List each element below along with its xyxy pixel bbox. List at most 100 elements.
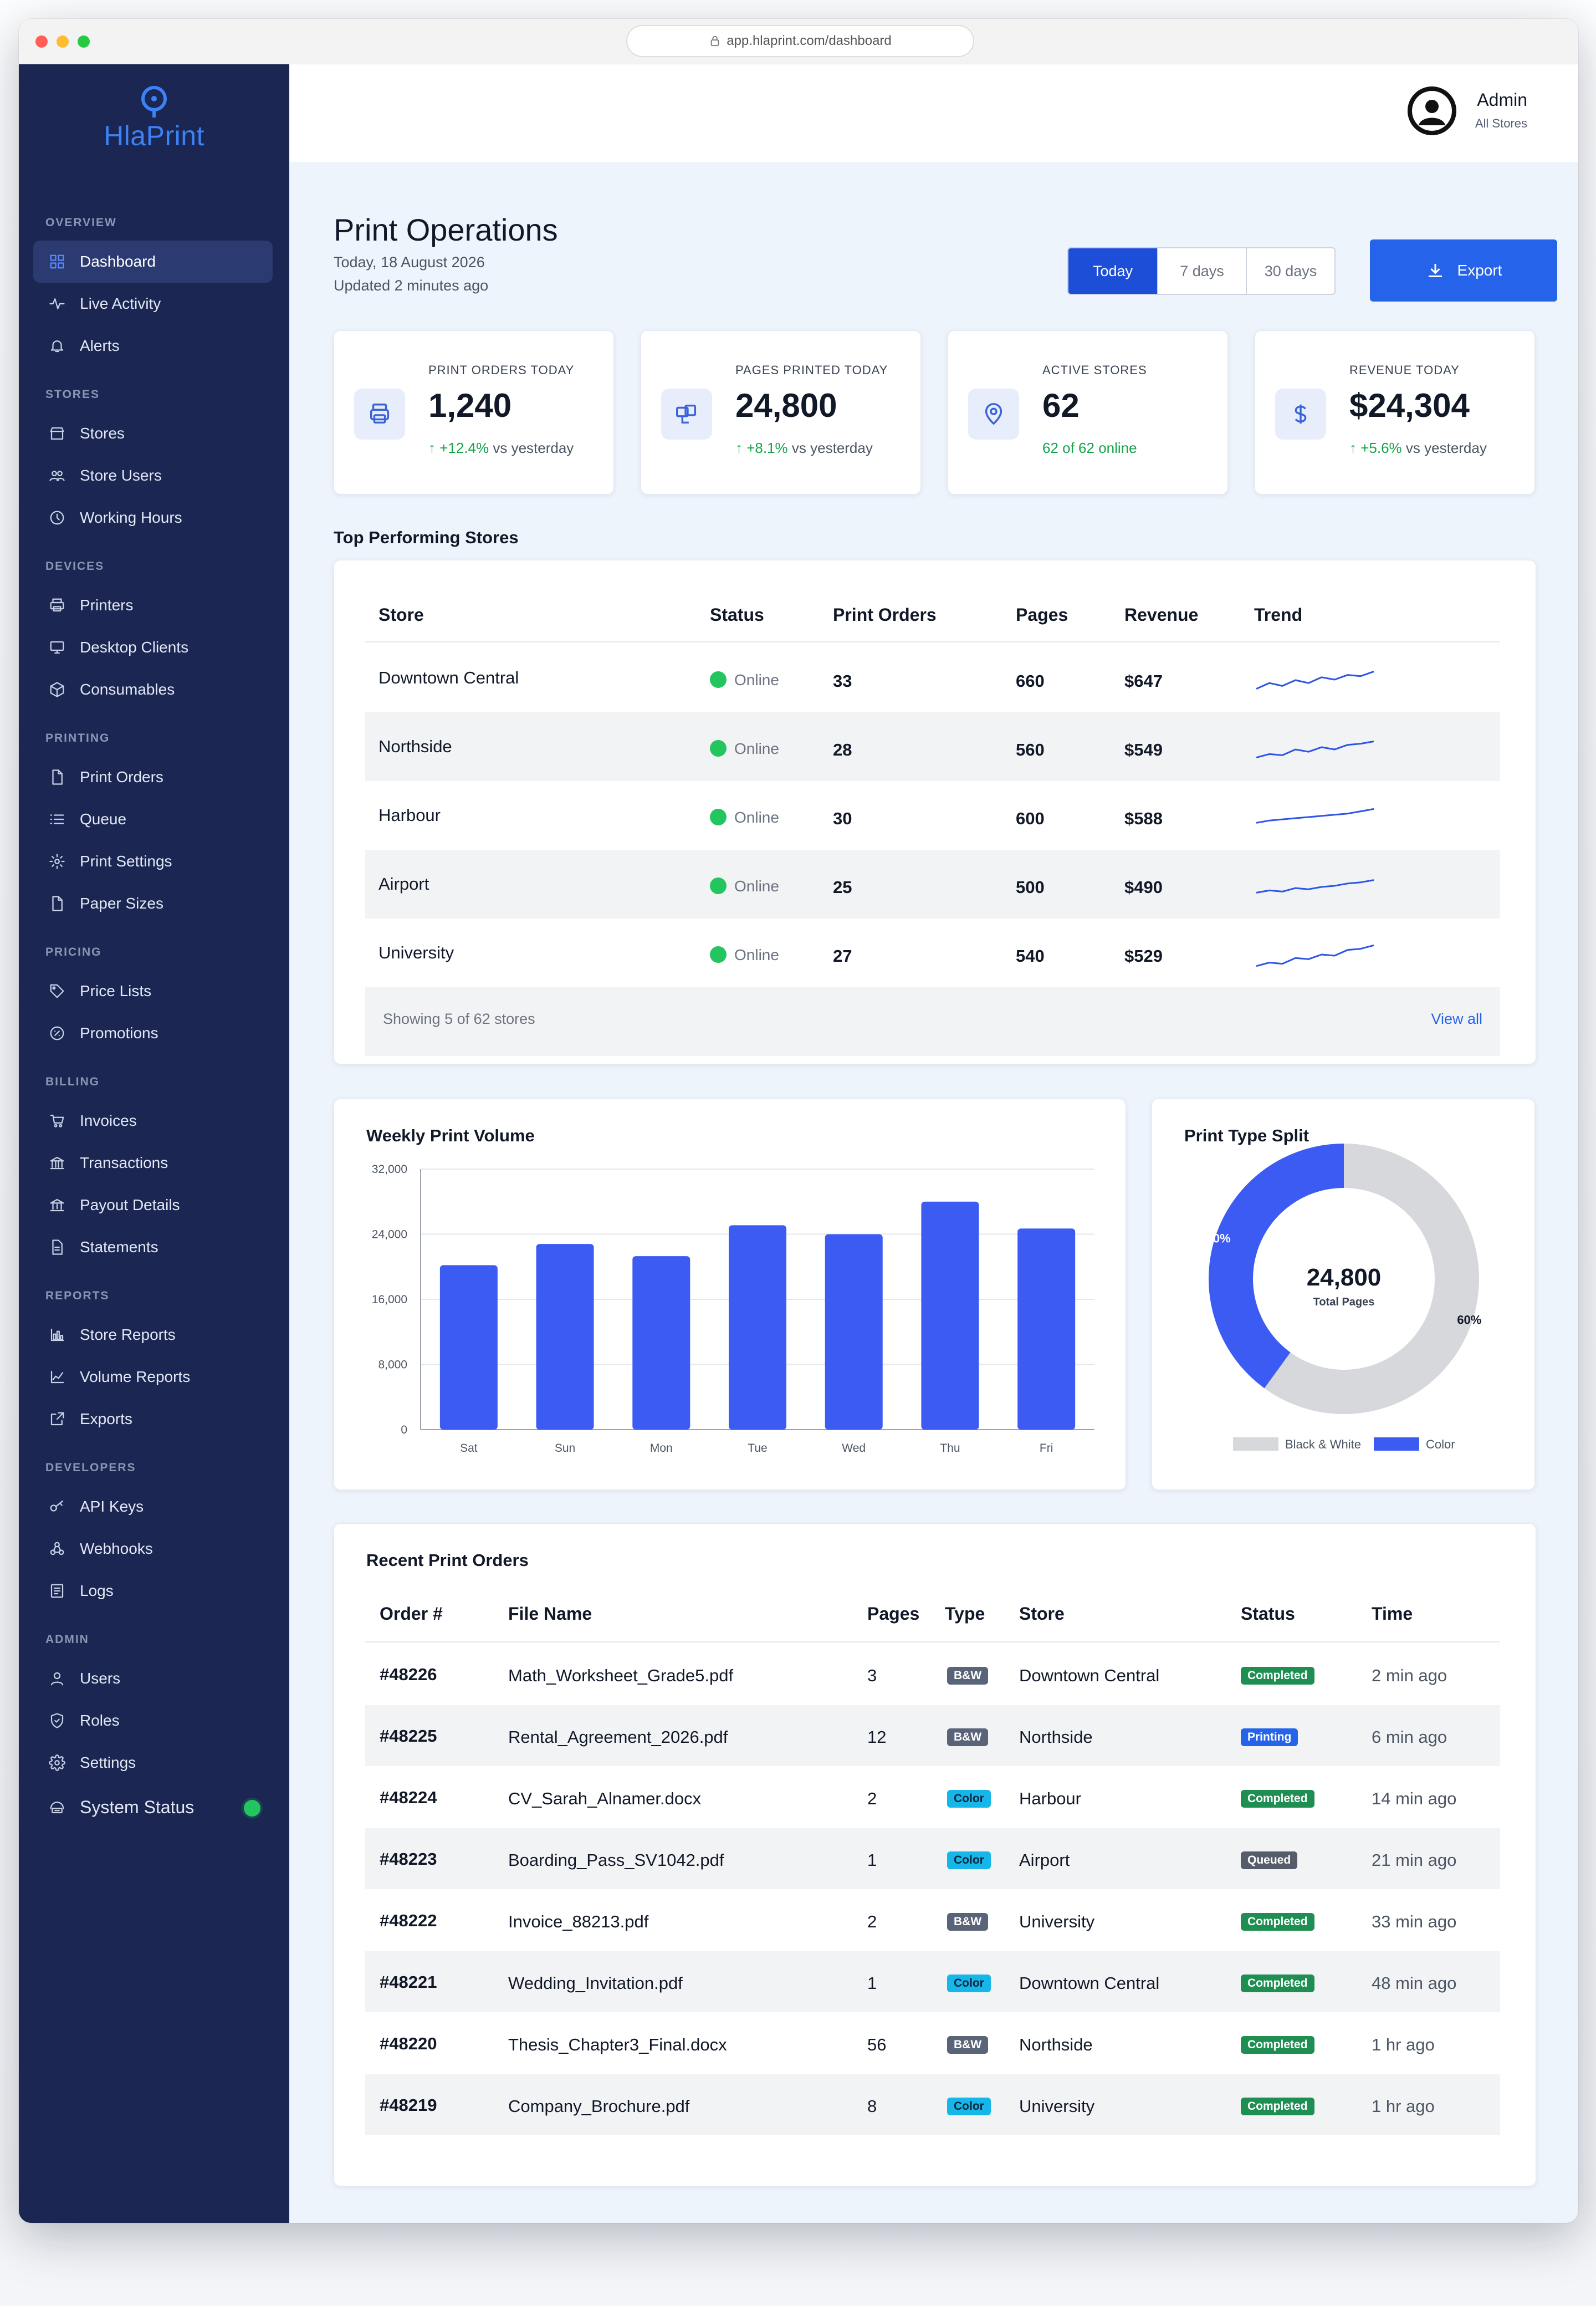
user-name[interactable]: Admin [1477,90,1527,110]
column-header-print-orders[interactable]: Print Orders [833,605,937,625]
close-window-button[interactable] [35,35,48,48]
sidebar-item-statements[interactable]: Statements [33,1226,273,1268]
table-row[interactable]: Airport Online 25 500 $490 [365,850,1500,919]
store-name[interactable]: University [378,943,454,962]
user-avatar[interactable] [1408,86,1456,135]
table-row[interactable]: #48225 Rental_Agreement_2026.pdf 12 B&W Nort… [365,1705,1500,1766]
table-row[interactable]: University Online 27 540 $529 [365,919,1500,987]
table-row[interactable]: #48222 Invoice_88213.pdf 2 B&W University Com… [365,1890,1500,1951]
store-name[interactable]: Downtown Central [378,668,519,687]
table-row[interactable]: #48224 CV_Sarah_Alnamer.docx 2 Color Harbour… [365,1767,1500,1828]
export-button[interactable]: Export [1370,239,1557,302]
file-name[interactable]: Boarding_Pass_SV1042.pdf [508,1850,724,1870]
legend-label[interactable]: Color [1426,1437,1455,1451]
sidebar-item-invoices[interactable]: Invoices [33,1100,273,1142]
sidebar-item-desktop-clients[interactable]: Desktop Clients [33,626,273,669]
store-name[interactable]: Airport [378,874,429,894]
column-header-trend[interactable]: Trend [1254,605,1303,625]
bar-sun[interactable] [536,1244,594,1430]
sidebar-item-settings[interactable]: Settings [33,1742,273,1784]
table-row[interactable]: Downtown Central Online 33 660 $647 [365,644,1500,712]
brand-logo[interactable]: HlaPrint [19,83,289,152]
column-header-store[interactable]: Store [378,605,424,625]
table-row[interactable]: Northside Online 28 560 $549 [365,712,1500,781]
range-7-days-button[interactable]: 7 days [1157,248,1246,294]
sidebar-item-payout-details[interactable]: Payout Details [33,1184,273,1226]
table-row[interactable]: #48221 Wedding_Invitation.pdf 1 Color Downto… [365,1951,1500,2012]
store-name[interactable]: Northside [378,737,452,756]
sidebar-item-store-reports[interactable]: Store Reports [33,1314,273,1356]
file-name[interactable]: Invoice_88213.pdf [508,1912,649,1931]
sidebar-item-transactions[interactable]: Transactions [33,1142,273,1184]
view-all-link[interactable]: View all [1431,1011,1482,1027]
sidebar-item-exports[interactable]: Exports [33,1398,273,1440]
store-name[interactable]: Harbour [378,805,441,825]
column-header-type[interactable]: Type [945,1604,985,1624]
column-header-status[interactable]: Status [1241,1604,1295,1624]
sidebar-item-roles[interactable]: Roles [33,1700,273,1742]
column-header-status[interactable]: Status [710,605,764,625]
sidebar-item-volume-reports[interactable]: Volume Reports [33,1356,273,1398]
sidebar-item-dashboard[interactable]: Dashboard [33,241,273,283]
sidebar-item-webhooks[interactable]: Webhooks [33,1528,273,1570]
sidebar-item-system-status[interactable]: System Status [33,1786,273,1828]
column-header-order-number[interactable]: Order # [380,1604,443,1624]
bar-thu[interactable] [921,1201,979,1430]
bar-sat[interactable] [439,1265,498,1430]
column-header-store[interactable]: Store [1019,1604,1065,1624]
order-number[interactable]: #48222 [380,1911,437,1930]
stat-card-revenue: REVENUE TODAY $24,304 ↑ +5.6% vs yesterd… [1255,330,1535,494]
sidebar-item-print-orders[interactable]: Print Orders [33,756,273,798]
order-number[interactable]: #48224 [380,1788,437,1807]
sidebar-item-working-hours[interactable]: Working Hours [33,497,273,539]
sidebar-item-printers[interactable]: Printers [33,584,273,626]
sidebar-item-alerts[interactable]: Alerts [33,325,273,367]
file-name[interactable]: Thesis_Chapter3_Final.docx [508,2035,727,2054]
file-name[interactable]: CV_Sarah_Alnamer.docx [508,1789,702,1808]
order-number[interactable]: #48220 [380,2034,437,2053]
address-bar[interactable]: app.hlaprint.com/dashboard [626,25,974,57]
sidebar-item-queue[interactable]: Queue [33,798,273,840]
bar-wed[interactable] [825,1234,883,1430]
file-name[interactable]: Math_Worksheet_Grade5.pdf [508,1666,734,1685]
slice-black-white[interactable] [1264,1144,1479,1414]
file-name[interactable]: Rental_Agreement_2026.pdf [508,1727,728,1747]
table-row[interactable]: #48220 Thesis_Chapter3_Final.docx 56 B&W Nor… [365,2013,1500,2074]
sidebar-item-stores[interactable]: Stores [33,412,273,455]
sidebar-item-live-activity[interactable]: Live Activity [33,283,273,325]
minimize-window-button[interactable] [57,35,69,48]
order-number[interactable]: #48223 [380,1849,437,1869]
table-row[interactable]: #48219 Company_Brochure.pdf 8 Color Universi… [365,2074,1500,2135]
column-header-time[interactable]: Time [1372,1604,1413,1624]
column-header-pages[interactable]: Pages [867,1604,920,1624]
table-row[interactable]: Harbour Online 30 600 $588 [365,781,1500,850]
range-30-days-button[interactable]: 30 days [1246,248,1334,294]
table-row[interactable]: #48223 Boarding_Pass_SV1042.pdf 1 Color Airp… [365,1828,1500,1889]
sidebar-item-price-lists[interactable]: Price Lists [33,970,273,1012]
range-today-button[interactable]: Today [1068,248,1157,294]
slice-color[interactable] [1209,1144,1344,1389]
sidebar-item-consumables[interactable]: Consumables [33,669,273,711]
column-header-pages[interactable]: Pages [1016,605,1068,625]
order-number[interactable]: #48221 [380,1972,437,1992]
order-number[interactable]: #48225 [380,1726,437,1746]
column-header-revenue[interactable]: Revenue [1124,605,1199,625]
table-row[interactable]: #48226 Math_Worksheet_Grade5.pdf 3 B&W Downt… [365,1644,1500,1705]
column-header-file-name[interactable]: File Name [508,1604,592,1624]
sidebar-item-api-keys[interactable]: API Keys [33,1486,273,1528]
sidebar-item-store-users[interactable]: Store Users [33,455,273,497]
sidebar-item-promotions[interactable]: Promotions [33,1012,273,1054]
sidebar-item-paper-sizes[interactable]: Paper Sizes [33,882,273,925]
maximize-window-button[interactable] [78,35,90,48]
file-name[interactable]: Wedding_Invitation.pdf [508,1973,683,1993]
sidebar-item-logs[interactable]: Logs [33,1570,273,1612]
bar-mon[interactable] [632,1256,690,1430]
legend-label[interactable]: Black & White [1285,1437,1361,1451]
bar-tue[interactable] [729,1225,786,1430]
sidebar-item-print-settings[interactable]: Print Settings [33,840,273,882]
order-number[interactable]: #48226 [380,1665,437,1684]
bar-fri[interactable] [1017,1228,1076,1430]
file-name[interactable]: Company_Brochure.pdf [508,2096,690,2116]
order-number[interactable]: #48219 [380,2095,437,2115]
sidebar-item-users[interactable]: Users [33,1657,273,1700]
